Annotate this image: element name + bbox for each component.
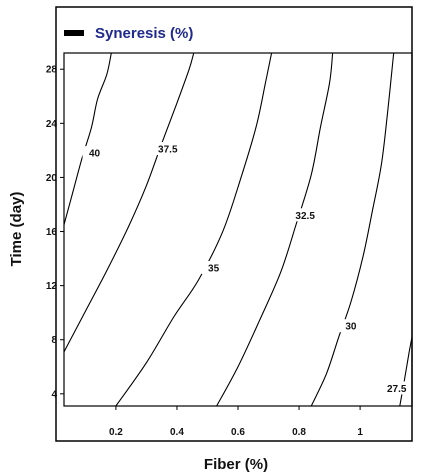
- contour-label: 37.5: [158, 145, 178, 156]
- x-tick-label: 0.8: [292, 427, 306, 438]
- x-tick-label: 0.4: [170, 427, 184, 438]
- legend-swatch: [64, 30, 84, 36]
- contour-label: 32.5: [295, 211, 315, 222]
- y-tick-label: 4: [51, 389, 57, 400]
- contour-line-40: [64, 53, 112, 225]
- x-tick-label: 1: [357, 427, 363, 438]
- contour-line-32-5: [216, 53, 334, 406]
- legend-label: Syneresis (%): [95, 25, 193, 42]
- contour-line-35: [115, 53, 273, 406]
- y-tick-label: 24: [46, 119, 58, 130]
- contour-label-bg: [384, 381, 409, 395]
- contour-label: 30: [345, 322, 357, 333]
- x-tick-label: 0.2: [109, 427, 123, 438]
- contour-label-bg: [201, 261, 226, 275]
- y-tick-label: 28: [46, 65, 58, 76]
- panel-frame: [55, 6, 413, 442]
- x-tick-label: 0.6: [231, 427, 245, 438]
- contour-label-bg: [338, 319, 363, 333]
- contour-label-bg: [293, 208, 318, 222]
- contour-line-27-5: [399, 336, 412, 406]
- x-axis: 0.2 0.4 0.6 0.8 1: [109, 406, 363, 438]
- y-tick-label: 16: [46, 227, 58, 238]
- contour-label-bg: [82, 146, 107, 160]
- contour-label: 35: [208, 264, 220, 275]
- contour-labels: 40 37.5 35 32.5 30 27.5: [82, 142, 409, 395]
- contour-lines: [64, 53, 412, 406]
- contour-label: 40: [89, 149, 101, 160]
- y-tick-label: 8: [51, 335, 57, 346]
- contour-label-bg: [155, 142, 180, 156]
- y-tick-label: 12: [46, 281, 58, 292]
- x-axis-title: Fiber (%): [204, 456, 268, 473]
- y-axis-title: Time (day): [8, 192, 25, 267]
- y-tick-label: 20: [46, 173, 58, 184]
- contour-label: 27.5: [387, 384, 407, 395]
- y-axis: 4 8 12 16 20 24 28: [46, 65, 64, 400]
- contour-line-37-5: [64, 53, 195, 353]
- contour-line-30: [310, 53, 395, 406]
